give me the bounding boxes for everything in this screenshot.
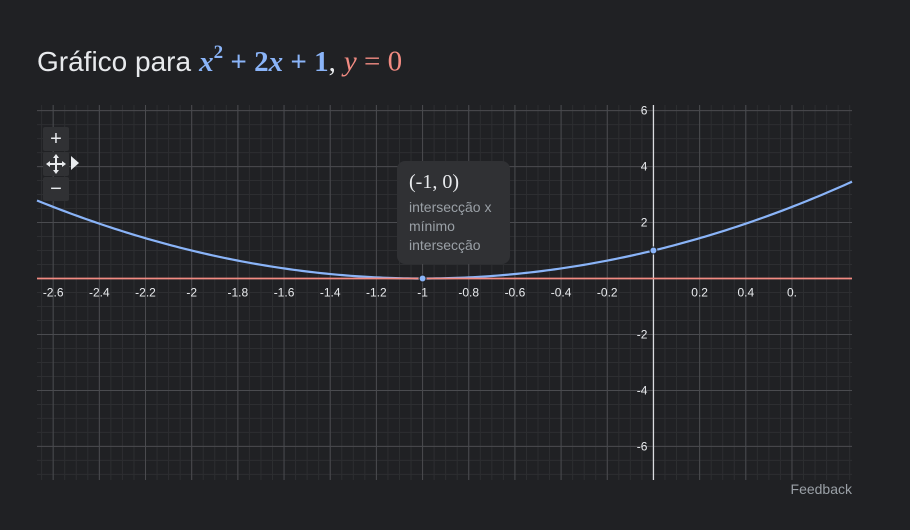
y-tick-label: 2 xyxy=(641,216,648,230)
x-tick-label: -1 xyxy=(417,286,428,300)
x-tick-label: -0.6 xyxy=(505,286,526,300)
y-tick-label: -6 xyxy=(637,439,648,453)
zoom-in-button[interactable]: + xyxy=(43,127,69,151)
pan-expand-arrow-icon[interactable] xyxy=(71,156,79,170)
x-tick-label: 0.4 xyxy=(737,286,754,300)
x-tick-label: -1.8 xyxy=(228,286,249,300)
title-separator: , xyxy=(328,45,336,78)
move-icon xyxy=(46,154,66,174)
data-point-y-intercept[interactable] xyxy=(649,246,658,255)
y-tick-label: 6 xyxy=(641,104,648,118)
x-tick-label: -1.4 xyxy=(320,286,341,300)
x-tick-label: -0.2 xyxy=(597,286,618,300)
zoom-out-button[interactable]: − xyxy=(43,177,69,201)
y-tick-label: -4 xyxy=(637,383,648,397)
x-tick-label: -2.4 xyxy=(89,286,110,300)
second-equation: y = 0 xyxy=(343,45,403,78)
point-tooltip: (-1, 0) intersecção x mínimo intersecção xyxy=(397,161,510,264)
x-tick-label: -0.4 xyxy=(551,286,572,300)
graph-title-equation: x2 + 2x + 1, y = 0 xyxy=(199,42,403,79)
graph-title-prefix: Gráfico para xyxy=(37,45,192,77)
tooltip-coordinate: (-1, 0) xyxy=(409,171,459,193)
tooltip-line-intercept: intersecção xyxy=(409,237,481,253)
y-tick-label: -2 xyxy=(637,327,648,341)
function-equation: x2 + 2x + 1 xyxy=(199,42,329,78)
tooltip-line-minimum: mínimo xyxy=(409,218,455,234)
x-tick-label: -1.6 xyxy=(274,286,295,300)
data-point-vertex[interactable] xyxy=(418,274,427,283)
x-tick-label: -0.8 xyxy=(458,286,479,300)
x-tick-label: -2 xyxy=(186,286,197,300)
x-tick-label: -1.2 xyxy=(366,286,387,300)
feedback-link[interactable]: Feedback xyxy=(790,481,852,497)
x-tick-label: 0.2 xyxy=(691,286,708,300)
x-tick-label: -2.6 xyxy=(43,286,64,300)
graph-title: Gráfico para x2 + 2x + 1, y = 0 xyxy=(37,42,403,88)
x-tick-label: -2.2 xyxy=(135,286,156,300)
tooltip-line-x-intercept: intersecção x xyxy=(409,199,492,215)
x-tick-label: 0. xyxy=(787,286,797,300)
pan-button[interactable] xyxy=(43,152,69,176)
y-tick-label: 4 xyxy=(641,160,648,174)
